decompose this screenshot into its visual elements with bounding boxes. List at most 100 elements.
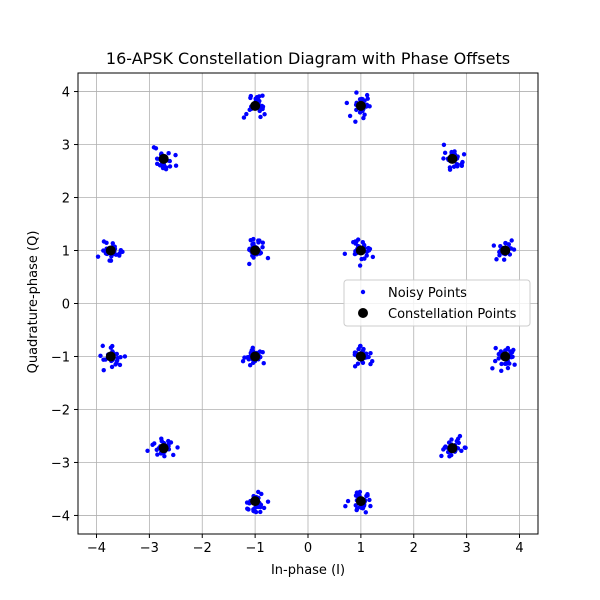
noisy-point <box>342 251 348 257</box>
noisy-point <box>441 142 447 148</box>
noisy-point <box>122 354 128 359</box>
noisy-point <box>157 163 163 168</box>
noisy-point <box>357 263 363 268</box>
noisy-point <box>100 343 105 349</box>
constellation-points-layer <box>105 100 511 507</box>
noisy-point <box>145 448 150 453</box>
constellation-point <box>250 100 261 111</box>
noisy-point <box>459 163 465 168</box>
y-tick-label: 3 <box>62 139 70 154</box>
constellation-point <box>500 245 511 256</box>
noisy-point <box>110 343 115 349</box>
noisy-point <box>258 509 263 515</box>
noisy-point <box>109 364 115 370</box>
noisy-point <box>512 362 517 367</box>
noisy-point <box>352 350 358 355</box>
legend-label-noisy: Noisy Points <box>388 286 467 301</box>
noisy-point <box>101 239 107 244</box>
x-tick-label: 2 <box>410 541 418 556</box>
noisy-point <box>118 354 123 360</box>
noisy-point <box>368 350 373 356</box>
y-tick-label: 1 <box>62 245 70 260</box>
noisy-point <box>356 346 361 352</box>
noisy-point <box>352 364 358 369</box>
noisy-point <box>251 241 256 246</box>
constellation-point <box>105 351 116 362</box>
noisy-point <box>364 103 370 108</box>
y-tick-label: −4 <box>51 509 70 524</box>
noisy-point <box>441 156 446 161</box>
constellation-point <box>447 443 458 454</box>
noisy-point <box>260 244 265 250</box>
legend-marker-noisy <box>360 289 366 295</box>
noisy-point <box>247 261 252 267</box>
noisy-point <box>365 96 370 101</box>
noisy-point <box>493 358 498 364</box>
noisy-point <box>260 93 265 98</box>
noisy-point <box>345 498 351 504</box>
noisy-point <box>171 452 176 458</box>
noisy-point <box>101 367 106 373</box>
noisy-point <box>107 258 112 263</box>
noisy-point <box>257 108 262 114</box>
noisy-point <box>354 507 359 513</box>
noisy-point <box>368 503 373 509</box>
constellation-point <box>500 351 511 362</box>
noisy-point <box>161 163 166 168</box>
noisy-point <box>360 360 366 365</box>
noisy-point <box>451 164 457 169</box>
noisy-point <box>101 248 106 253</box>
noisy-point <box>449 437 454 442</box>
noisy-point <box>256 238 261 243</box>
noisy-point <box>357 110 363 115</box>
x-tick-label: −1 <box>246 541 265 556</box>
noisy-point <box>241 115 247 120</box>
y-tick-label: −3 <box>51 456 70 471</box>
noisy-point <box>154 156 160 161</box>
noisy-point <box>261 361 266 366</box>
noisy-point <box>354 239 359 244</box>
constellation-point <box>250 496 261 507</box>
noisy-point <box>355 361 361 366</box>
noisy-point <box>447 454 452 459</box>
noisy-point <box>247 363 253 368</box>
noisy-point <box>240 358 246 364</box>
y-tick-label: 4 <box>62 86 70 101</box>
noisy-point <box>95 254 101 259</box>
constellation-point <box>355 245 366 256</box>
noisy-point <box>357 489 363 495</box>
noisy-point <box>247 107 252 113</box>
noisy-point <box>152 441 157 446</box>
constellation-point <box>158 153 169 164</box>
constellation-point <box>105 245 116 256</box>
noisy-point <box>249 348 254 353</box>
noisy-point <box>256 489 261 495</box>
noisy-point <box>370 254 376 260</box>
noisy-point <box>506 242 512 247</box>
constellation-point <box>447 153 458 164</box>
x-tick-label: 3 <box>462 541 470 556</box>
noisy-point <box>499 368 504 373</box>
noisy-point <box>499 361 504 367</box>
constellation-point <box>355 496 366 507</box>
noisy-point <box>166 438 171 444</box>
noisy-point <box>114 360 119 366</box>
noisy-point <box>118 248 124 253</box>
y-tick-label: 2 <box>62 192 70 207</box>
noisy-point <box>353 119 358 124</box>
noisy-point <box>507 361 512 366</box>
noisy-point <box>347 113 353 119</box>
noisy-point <box>364 92 370 98</box>
noisy-point <box>461 152 467 157</box>
noisy-point <box>117 362 123 368</box>
noisy-point <box>442 150 448 156</box>
noisy-point <box>98 353 103 359</box>
noisy-point <box>246 507 251 512</box>
y-tick-label: −2 <box>51 403 70 418</box>
x-tick-label: 4 <box>515 541 523 556</box>
noisy-point <box>259 103 265 109</box>
noisy-point <box>114 351 120 357</box>
noisy-point <box>368 361 373 367</box>
noisy-point <box>153 146 159 151</box>
